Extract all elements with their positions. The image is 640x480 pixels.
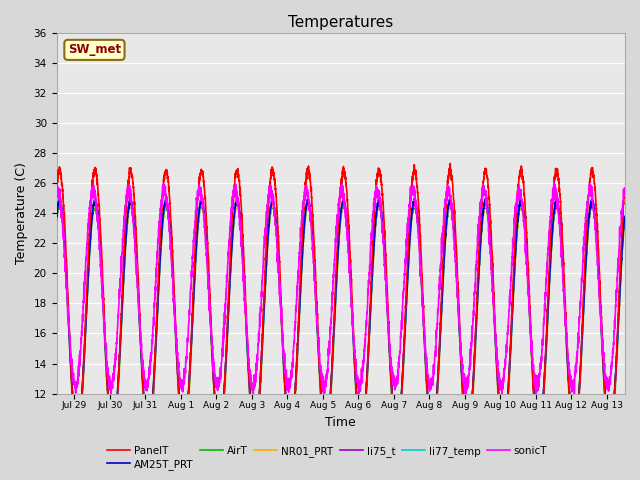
sonicT [550,180,557,185]
PanelT [296,283,303,289]
li77_temp [296,301,303,307]
AirT [296,304,303,310]
AM25T_PRT [375,197,383,203]
AirT [465,425,473,431]
li75_t [605,433,613,439]
AirT [52,216,60,222]
NR01_PRT [296,305,303,311]
li75_t [296,299,303,304]
AM25T_PRT [465,424,473,430]
AirT [604,419,611,424]
AM25T_PRT [621,215,628,220]
Line: AM25T_PRT: AM25T_PRT [56,200,625,432]
li77_temp [604,423,611,429]
li77_temp [588,197,595,203]
PanelT [575,393,583,398]
Line: NR01_PRT: NR01_PRT [56,201,625,444]
li77_temp [575,396,583,402]
Line: AirT: AirT [56,203,625,434]
sonicT [575,314,583,320]
sonicT [296,245,303,251]
NR01_PRT [575,401,583,407]
PanelT [446,161,454,167]
sonicT [323,372,330,378]
AirT [575,387,583,393]
sonicT [465,366,473,372]
PanelT [465,433,473,439]
Line: sonicT: sonicT [56,182,625,397]
li75_t [269,195,276,201]
li77_temp [52,215,60,220]
PanelT [621,187,628,192]
Title: Temperatures: Temperatures [288,15,393,30]
li77_temp [323,434,330,440]
NR01_PRT [108,442,116,447]
PanelT [604,427,611,432]
li77_temp [621,214,628,220]
NR01_PRT [604,430,611,435]
AM25T_PRT [52,215,60,220]
AM25T_PRT [604,416,611,422]
AM25T_PRT [323,427,330,433]
li75_t [291,388,299,394]
li75_t [575,392,583,398]
AM25T_PRT [575,388,583,394]
Line: PanelT: PanelT [56,164,625,449]
X-axis label: Time: Time [325,416,356,429]
PanelT [73,446,81,452]
PanelT [291,386,299,392]
NR01_PRT [588,198,596,204]
PanelT [52,187,60,192]
sonicT [52,183,60,189]
Text: SW_met: SW_met [68,43,121,56]
li75_t [621,214,628,219]
AM25T_PRT [296,302,303,308]
AirT [323,429,330,435]
li75_t [52,212,60,218]
li75_t [465,427,473,432]
sonicT [291,319,299,324]
sonicT [604,383,611,389]
AM25T_PRT [534,430,542,435]
NR01_PRT [291,394,299,400]
sonicT [108,395,115,400]
NR01_PRT [323,437,330,443]
sonicT [621,185,628,191]
AirT [291,387,299,393]
li75_t [323,429,330,435]
li77_temp [286,436,294,442]
Line: li77_temp: li77_temp [56,200,625,439]
NR01_PRT [52,215,60,221]
AirT [621,217,628,223]
AM25T_PRT [291,386,299,392]
NR01_PRT [465,433,473,439]
Legend: PanelT, AM25T_PRT, AirT, NR01_PRT, li75_t, li77_temp, sonicT: PanelT, AM25T_PRT, AirT, NR01_PRT, li75_… [107,446,547,470]
Line: li75_t: li75_t [56,198,625,436]
AirT [482,200,490,206]
Y-axis label: Temperature (C): Temperature (C) [15,162,28,264]
li77_temp [291,392,299,397]
NR01_PRT [621,218,628,224]
li77_temp [465,431,473,437]
li75_t [604,419,611,424]
AirT [179,432,187,437]
PanelT [323,436,330,442]
